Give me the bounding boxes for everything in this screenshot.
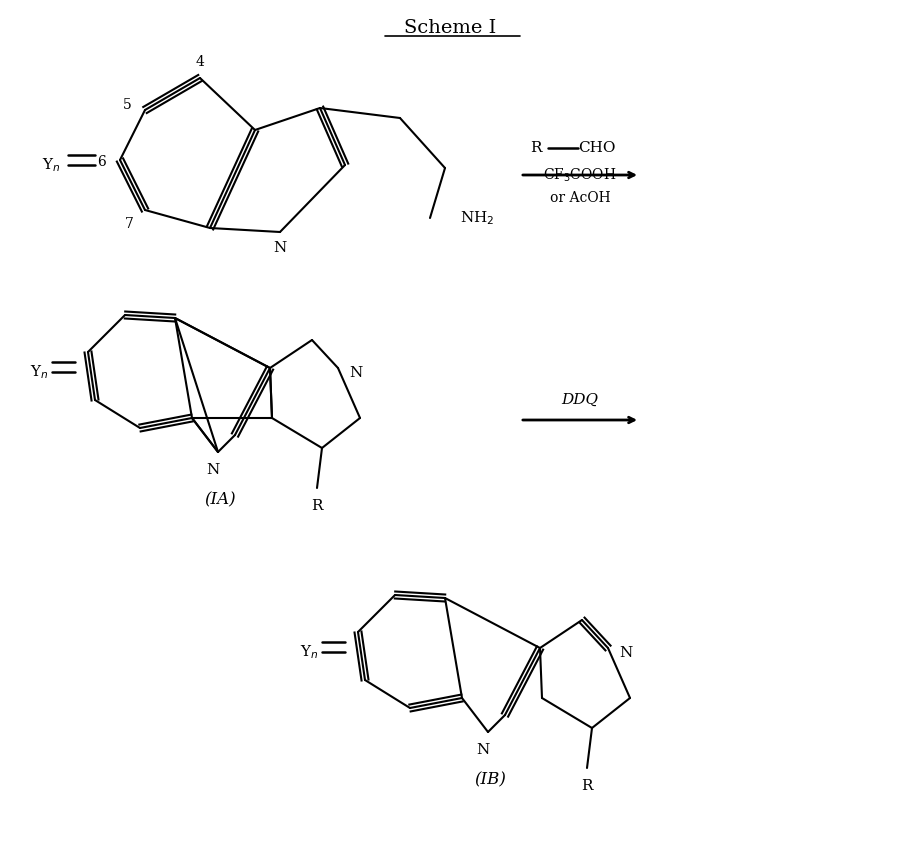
Text: Y$_n$: Y$_n$ [300,643,318,660]
Text: (IA): (IA) [204,491,236,508]
Text: 5: 5 [122,98,131,112]
Text: R: R [311,499,323,513]
Text: 4: 4 [195,55,204,69]
Text: N: N [206,463,220,477]
Text: N: N [349,366,363,380]
Text: N: N [619,646,633,660]
Text: Y$_n$: Y$_n$ [30,363,48,381]
Text: DDQ: DDQ [562,393,598,407]
Text: Y$_n$: Y$_n$ [41,156,60,174]
Text: R: R [530,141,542,155]
Text: NH$_2$: NH$_2$ [460,209,494,227]
Text: 7: 7 [124,217,133,231]
Text: (IB): (IB) [474,772,506,789]
Text: R: R [581,779,593,793]
Text: or AcOH: or AcOH [550,191,610,205]
Text: N: N [476,743,490,757]
Text: N: N [274,241,286,255]
Text: CF$_3$COOH: CF$_3$COOH [544,167,617,184]
Text: CHO: CHO [578,141,616,155]
Text: Scheme I: Scheme I [404,19,496,37]
Text: 6: 6 [97,155,106,169]
